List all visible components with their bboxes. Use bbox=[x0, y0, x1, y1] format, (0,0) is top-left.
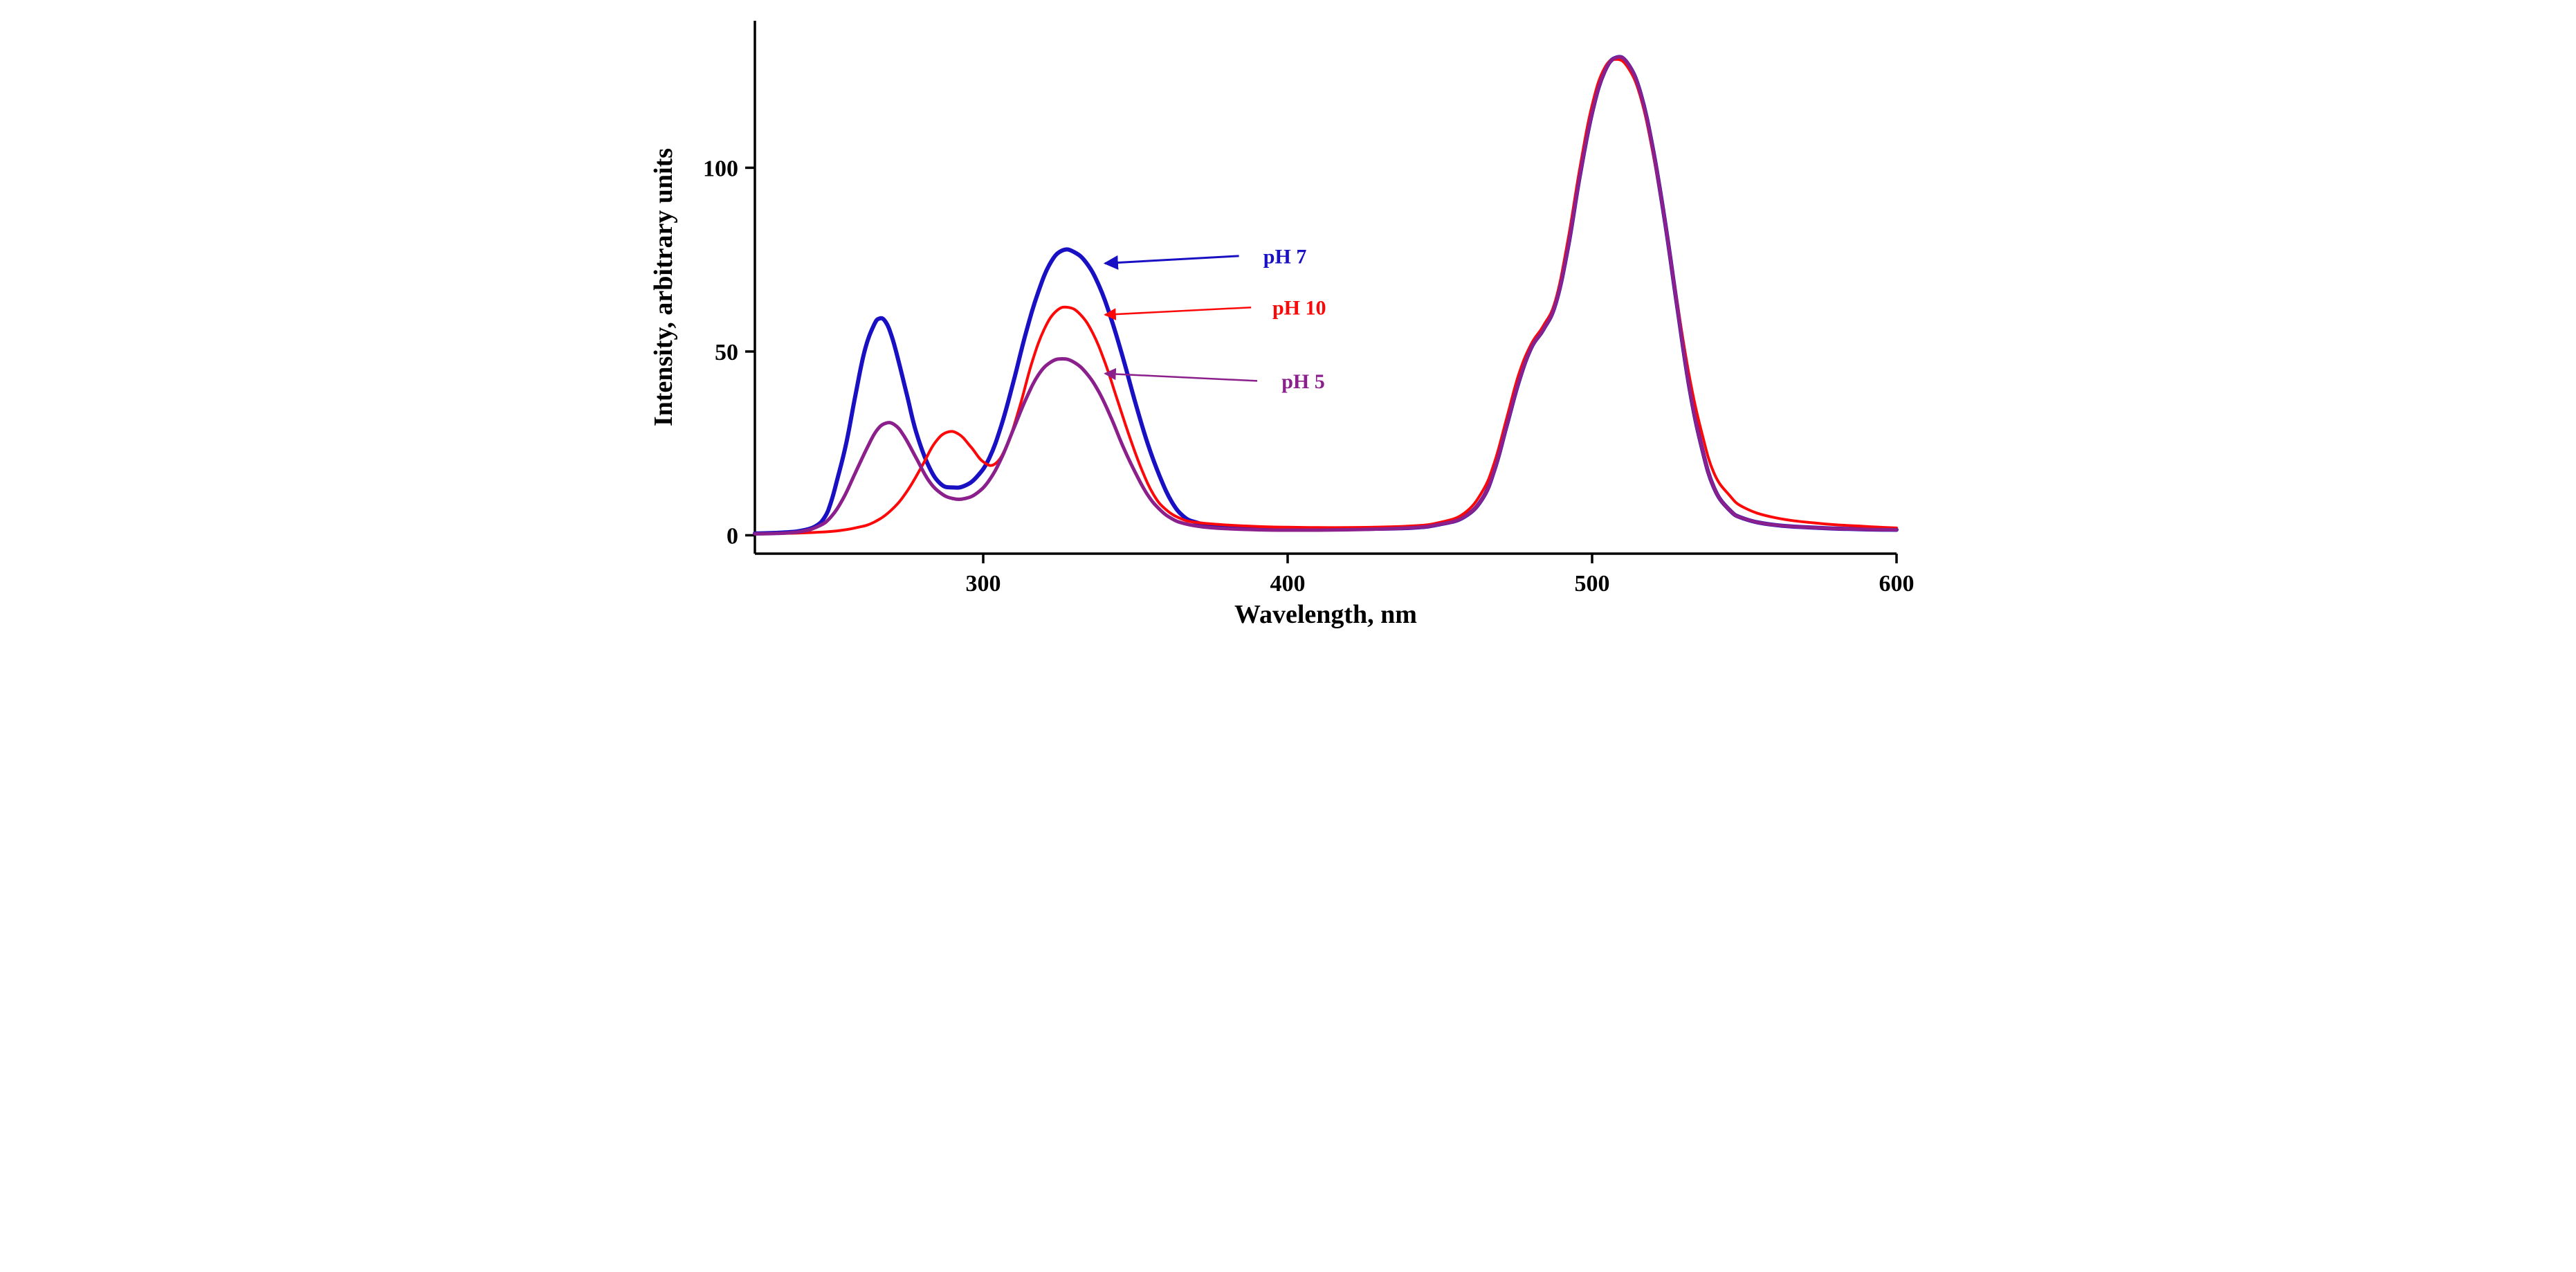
chart-svg: 0 50 100 300 400 500 600 Wavelength, nm Intensit… bbox=[644, 0, 1932, 636]
y-tick-label: 100 bbox=[703, 156, 738, 181]
series-label-ph-10: pH 10 bbox=[1272, 297, 1326, 320]
x-axis-label: Wavelength, nm bbox=[1234, 600, 1417, 629]
x-tick-label: 500 bbox=[1575, 571, 1610, 597]
x-tick-label: 400 bbox=[1270, 571, 1306, 597]
spectrum-chart: 0 50 100 300 400 500 600 Wavelength, nm Intensit… bbox=[644, 0, 1932, 636]
x-tick-label: 600 bbox=[1879, 571, 1915, 597]
x-tick-label: 300 bbox=[966, 571, 1001, 597]
series-label-ph-5: pH 5 bbox=[1281, 370, 1325, 393]
y-tick-label: 50 bbox=[715, 340, 738, 365]
y-axis-label: Intensity, arbitrary units bbox=[649, 148, 678, 426]
y-tick-label: 0 bbox=[727, 523, 738, 549]
series-label-ph-7: pH 7 bbox=[1263, 245, 1307, 268]
